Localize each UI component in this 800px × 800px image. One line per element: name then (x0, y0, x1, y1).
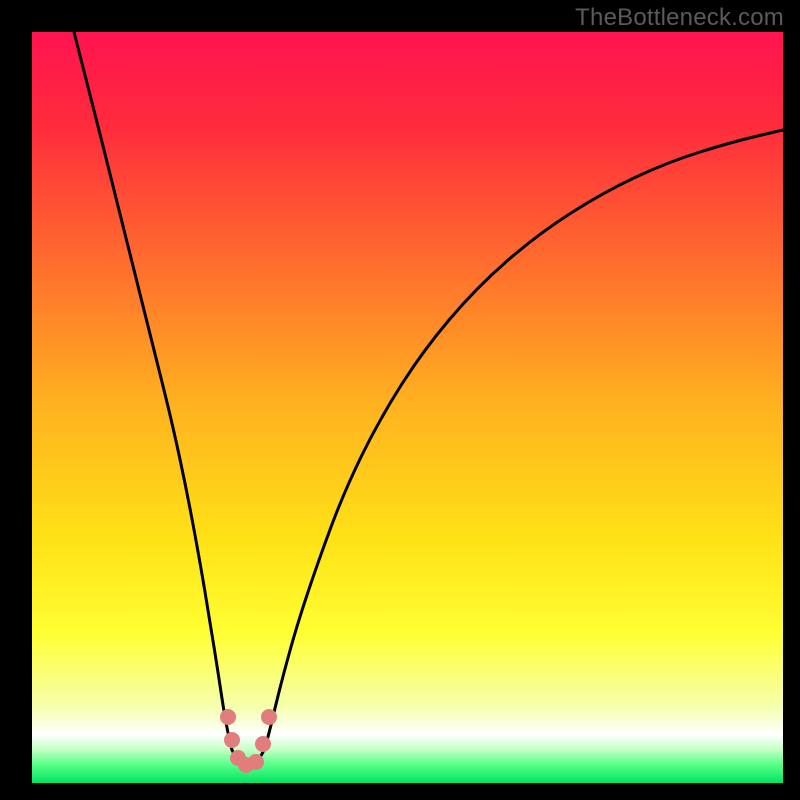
watermark-text: TheBottleneck.com (575, 4, 784, 32)
plot-area (32, 32, 783, 783)
chart-frame: TheBottleneck.com (0, 0, 800, 800)
background-gradient (32, 32, 783, 783)
